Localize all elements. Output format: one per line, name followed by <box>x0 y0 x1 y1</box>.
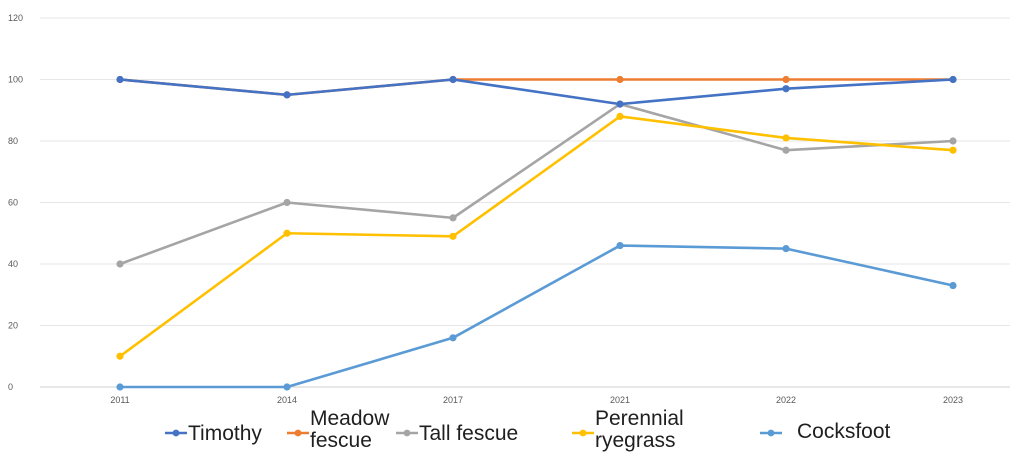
y-tick-label: 120 <box>8 13 23 23</box>
data-point <box>449 334 457 342</box>
y-tick-label: 0 <box>8 382 13 392</box>
series-tall-fescue <box>116 100 957 268</box>
data-point <box>116 260 124 268</box>
legend-item-cocksfoot: Cocksfoot <box>760 420 891 443</box>
data-point <box>283 198 291 207</box>
data-point <box>283 383 291 391</box>
legend-swatch-marker <box>403 429 411 437</box>
data-point <box>949 75 957 84</box>
x-tick-label: 2023 <box>943 395 963 405</box>
series-line <box>118 78 955 106</box>
data-point <box>782 245 790 253</box>
data-point <box>949 137 957 145</box>
x-tick-label: 2014 <box>277 395 297 405</box>
data-point <box>116 352 124 360</box>
data-point <box>449 75 457 84</box>
data-point <box>449 214 457 222</box>
x-tick-label: 2011 <box>110 395 129 405</box>
data-point <box>283 229 291 237</box>
y-tick-label: 100 <box>8 75 23 85</box>
legend-item-tall-fescue: Tall fescue <box>396 422 518 445</box>
x-tick-label: 2022 <box>776 395 796 405</box>
legend-label-line: ryegrass <box>595 429 676 452</box>
data-point <box>116 75 124 84</box>
series-timothy <box>116 75 957 108</box>
legend-swatch-marker <box>172 429 180 437</box>
legend-label-line: Perennial <box>595 407 684 430</box>
y-tick-label: 40 <box>8 259 18 269</box>
y-tick-label: 80 <box>8 136 18 146</box>
data-point <box>616 75 624 84</box>
data-point <box>616 241 624 250</box>
data-point <box>616 100 624 108</box>
legend-item-timothy: Timothy <box>165 422 262 445</box>
series-line <box>118 244 955 389</box>
legend-swatch-marker <box>294 429 302 437</box>
series-perennial-ryegrass <box>116 112 957 360</box>
data-point <box>949 146 957 154</box>
data-point <box>949 281 957 290</box>
data-point <box>283 91 291 99</box>
y-tick-label: 60 <box>8 198 18 208</box>
legend-swatch-marker <box>767 429 775 437</box>
gridlines <box>40 17 1010 388</box>
data-point <box>782 146 790 154</box>
y-axis-tick-labels: 0 20 40 60 80 100 120 <box>8 13 23 392</box>
legend-label-line: Meadow <box>310 407 390 430</box>
legend-swatch-marker <box>579 429 587 437</box>
series-lines <box>116 75 957 391</box>
data-point <box>616 112 624 120</box>
legend-label: Tall fescue <box>419 422 518 445</box>
legend-label: Cocksfoot <box>797 420 891 443</box>
y-tick-label: 20 <box>8 321 18 331</box>
series-line <box>118 115 955 358</box>
legend-label-line: fescue <box>310 429 372 452</box>
data-point <box>116 383 124 391</box>
data-point <box>782 85 790 93</box>
data-point <box>782 134 790 142</box>
x-axis-tick-labels: 2011 2014 2017 2021 2022 2023 <box>110 395 963 405</box>
legend-label: Timothy <box>188 422 262 445</box>
data-point <box>782 75 790 84</box>
data-point <box>449 232 457 240</box>
x-tick-label: 2021 <box>610 395 630 405</box>
x-tick-label: 2017 <box>443 395 463 405</box>
series-line <box>118 102 955 266</box>
series-cocksfoot <box>116 241 957 391</box>
